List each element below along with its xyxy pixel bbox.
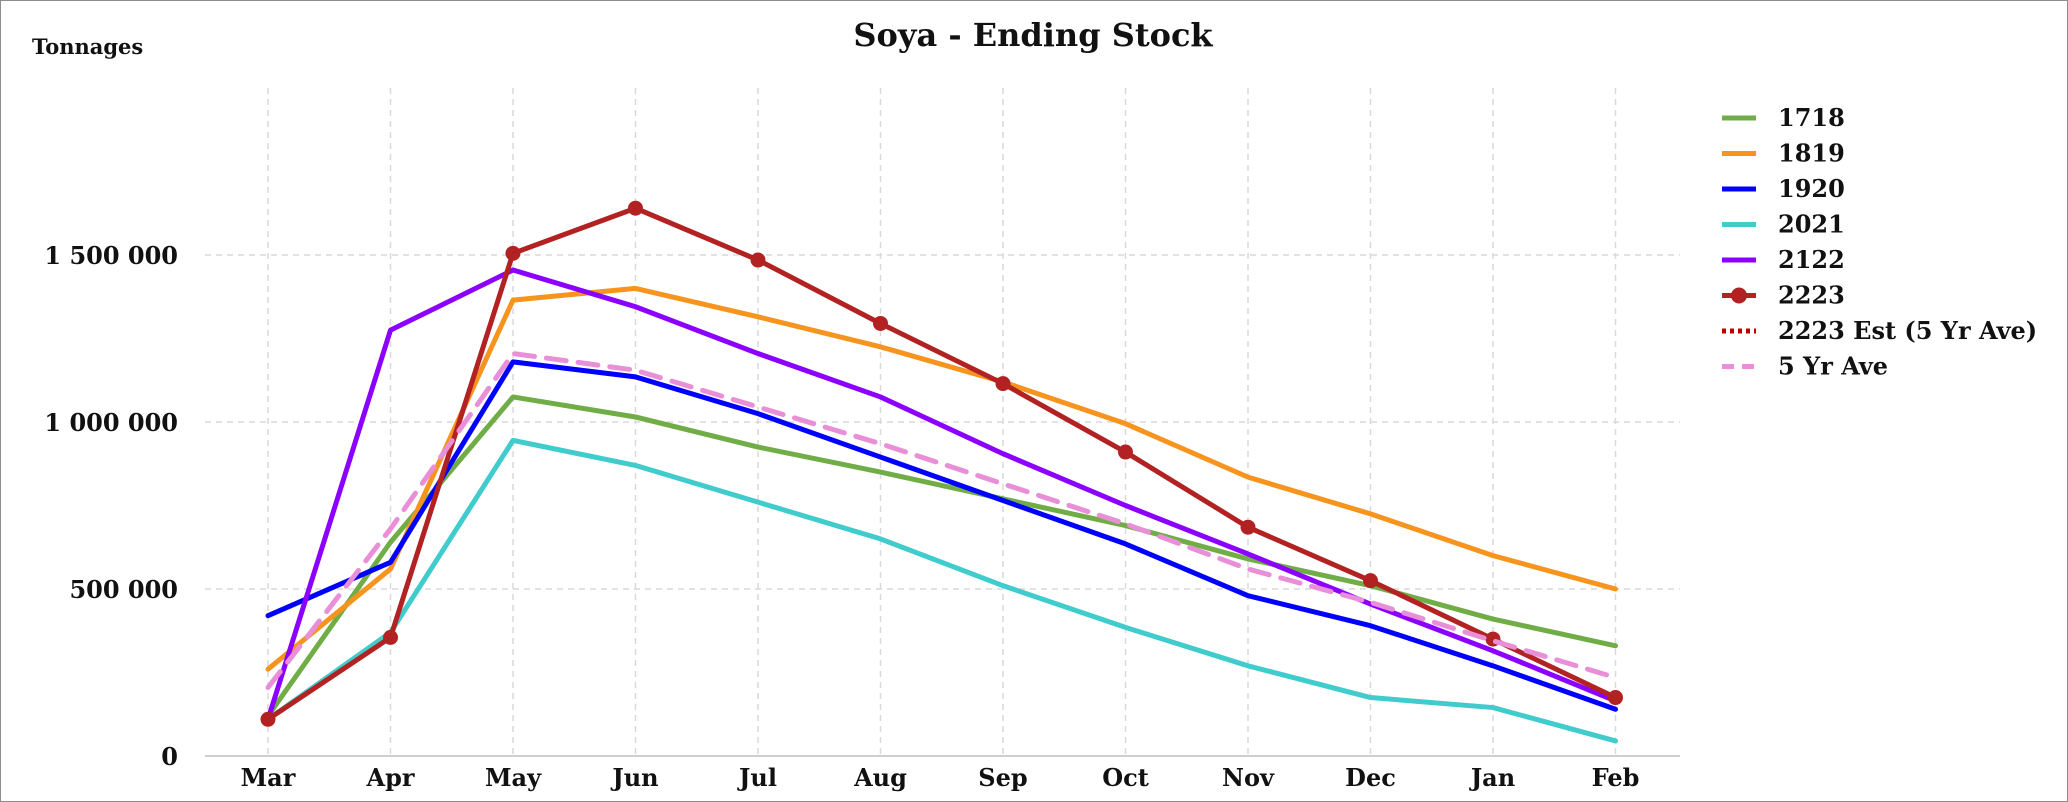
legend-label-5-yr-ave: 5 Yr Ave: [1778, 352, 1888, 381]
legend-label-2223: 2223: [1778, 281, 1845, 310]
series-line-2021: [265, 437, 1618, 744]
legend-label-1920: 1920: [1778, 174, 1845, 203]
x-tick-label: Dec: [1345, 763, 1396, 792]
data-point-2223: [750, 252, 766, 268]
data-point-2223: [383, 629, 398, 645]
x-tick-label: Jul: [737, 763, 777, 792]
series-layer: [260, 200, 1623, 744]
legend-label-1718: 1718: [1778, 103, 1845, 132]
series-line-1819: [265, 285, 1618, 672]
x-tick-label: Aug: [853, 763, 907, 792]
data-point-2223: [1363, 573, 1378, 589]
x-tick-label: Jun: [610, 763, 658, 792]
legend-label-2223-est-5-yr-ave: 2223 Est (5 Yr Ave): [1778, 316, 2037, 345]
y-tick-label: 500 000: [69, 575, 178, 604]
chart-title: Soya - Ending Stock: [853, 16, 1213, 54]
series-line-2122: [265, 267, 1618, 722]
data-point-2223: [1118, 444, 1133, 460]
data-point-2223: [873, 315, 888, 331]
x-tick-label: Sep: [978, 763, 1027, 792]
data-point-2223: [995, 376, 1011, 392]
y-tick-label: 1 500 000: [44, 241, 178, 270]
y-tick-label: 0: [161, 742, 178, 771]
series-line-2223: [265, 205, 1618, 722]
x-tick-label: Mar: [241, 763, 296, 792]
data-point-2223: [1608, 690, 1623, 706]
series-line-1920: [265, 359, 1618, 712]
x-tick-label: May: [485, 763, 542, 792]
data-point-2223: [628, 200, 643, 216]
x-tick-label: Jan: [1469, 763, 1515, 792]
axis-layer: 0 500 000 1 000 000 1 500 000 Mar Apr May Jun Ju…: [44, 241, 1680, 792]
data-point-2223: [1240, 519, 1256, 535]
grid-layer: [205, 88, 1680, 756]
x-tick-label: Apr: [365, 763, 414, 792]
x-tick-label: Feb: [1592, 763, 1640, 792]
legend-marker-2223: [1731, 287, 1747, 304]
y-tick-label: 1 000 000: [44, 408, 178, 437]
series-line-1718: [265, 394, 1618, 719]
x-tick-label: Nov: [1222, 763, 1275, 792]
legend-label-2122: 2122: [1778, 245, 1845, 274]
y-axis-label: Tonnages: [32, 34, 143, 59]
legend-label-2021: 2021: [1778, 210, 1845, 239]
data-point-2223: [505, 245, 521, 261]
data-point-2223: [260, 711, 276, 727]
x-tick-label: Oct: [1102, 763, 1149, 792]
series-line-5-yr-ave: [265, 351, 1618, 691]
legend-label-1819: 1819: [1778, 139, 1845, 168]
legend: 1718 1819 1920 2021 2122 2223 2223 Est (5 Yr A…: [1722, 103, 2037, 381]
